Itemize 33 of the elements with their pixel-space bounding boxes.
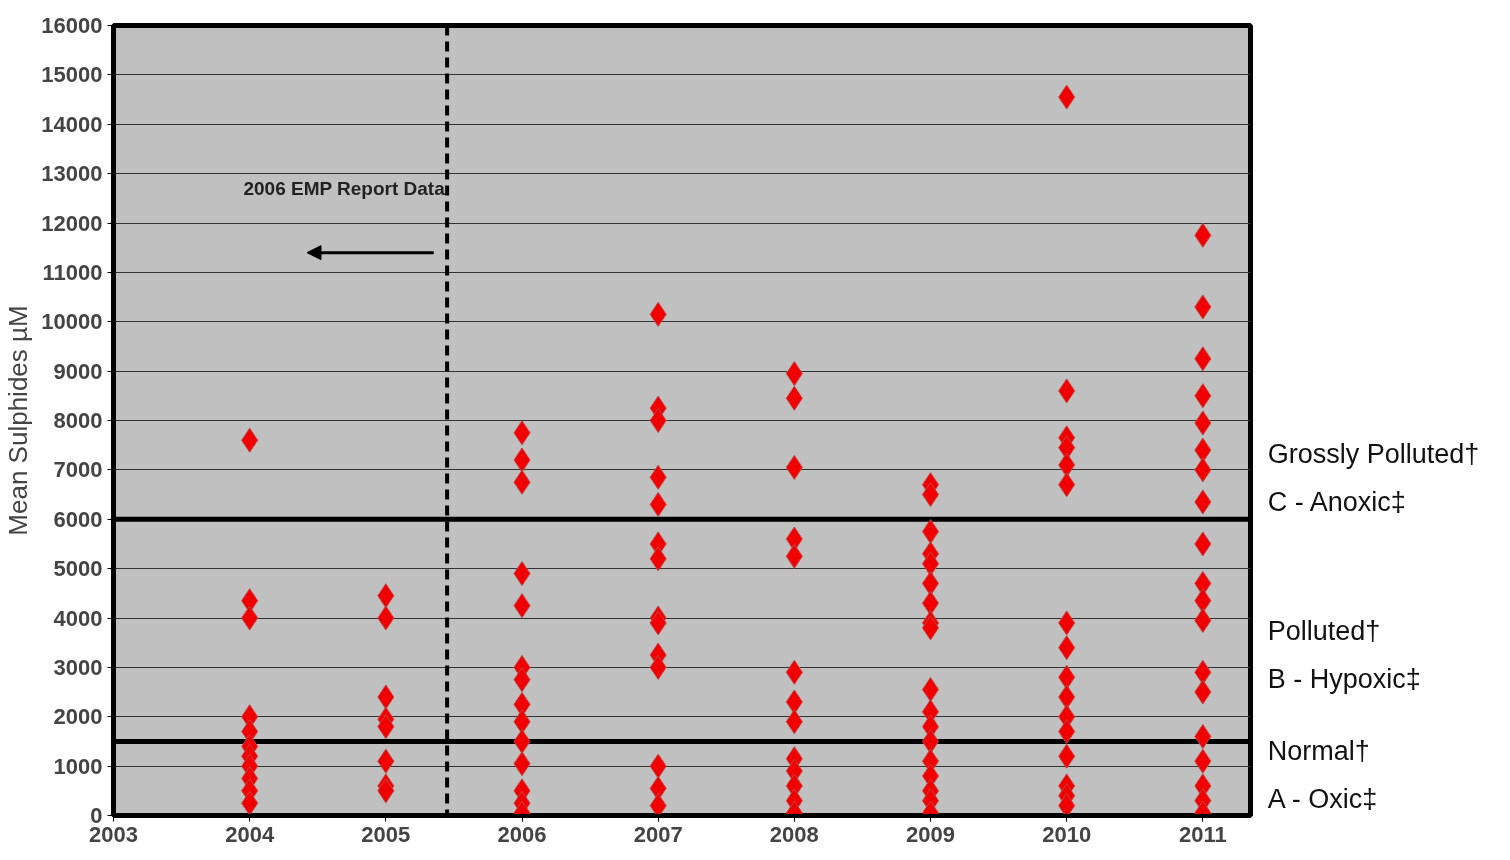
y-tick-label: 5000 bbox=[53, 556, 103, 582]
text: Polluted† bbox=[1267, 616, 1381, 647]
x-tick-label: 2005 bbox=[361, 821, 411, 847]
x-tick-label: 2009 bbox=[906, 821, 955, 847]
y-tick-label: 13000 bbox=[41, 161, 103, 187]
y-tick-label: 8000 bbox=[53, 408, 103, 433]
y-tick-label: 12000 bbox=[41, 210, 103, 236]
text: Normal† bbox=[1267, 735, 1370, 766]
y-tick-label: 9000 bbox=[53, 358, 103, 384]
y-tick-label: 10000 bbox=[41, 309, 103, 335]
y-tick-label: 14000 bbox=[41, 111, 103, 137]
text: B - Hypoxic‡ bbox=[1267, 664, 1421, 695]
x-tick-label: 2004 bbox=[225, 821, 275, 847]
y-axis-title: Mean Sulphides µM bbox=[3, 305, 34, 536]
x-tick-label: 2011 bbox=[1178, 821, 1227, 847]
y-tick-label: 4000 bbox=[53, 605, 103, 631]
y-tick-label: 7000 bbox=[53, 457, 103, 483]
y-tick-label: 1000 bbox=[53, 753, 103, 779]
y-tick-label: 16000 bbox=[41, 13, 103, 38]
y-tick-label: 3000 bbox=[53, 654, 103, 680]
x-tick-label: 2006 bbox=[497, 821, 547, 847]
y-tick-label: 15000 bbox=[41, 62, 103, 88]
y-tick-label: 6000 bbox=[53, 506, 103, 532]
y-tick-label: 2000 bbox=[53, 704, 103, 730]
text: C - Anoxic‡ bbox=[1267, 487, 1406, 518]
text: A - Oxic‡ bbox=[1267, 783, 1378, 814]
x-tick-label: 2007 bbox=[633, 821, 683, 847]
text: Grossly Polluted† bbox=[1267, 439, 1480, 470]
annotation: 2006 EMP Report Data bbox=[243, 178, 446, 200]
y-tick-label: 11000 bbox=[42, 259, 103, 285]
x-tick-label: 2008 bbox=[769, 821, 819, 847]
y-tick-label: 0 bbox=[90, 803, 103, 828]
x-tick-label: 2010 bbox=[1042, 821, 1092, 847]
